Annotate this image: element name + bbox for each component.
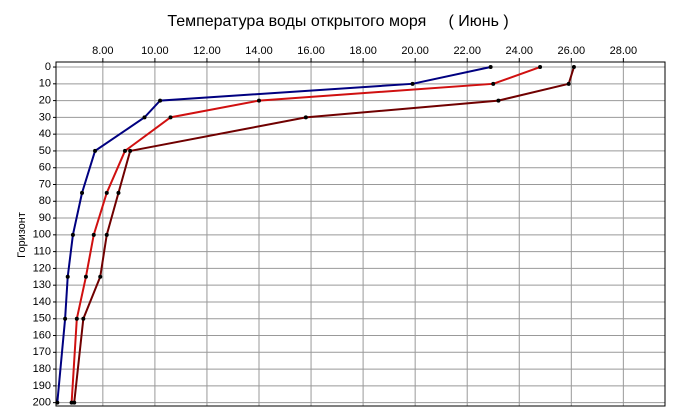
- y-tick-label: 160: [33, 329, 51, 341]
- y-tick-label: 0: [45, 61, 51, 73]
- y-tick-label: 170: [33, 346, 51, 358]
- x-tick-label: 16.00: [297, 45, 325, 57]
- x-tick-label: 14.00: [245, 45, 273, 57]
- y-tick-label: 140: [33, 296, 51, 308]
- y-tick-label: 80: [39, 195, 51, 207]
- x-tick-label: 22.00: [453, 45, 481, 57]
- y-tick-label: 40: [39, 128, 51, 140]
- point: [91, 232, 96, 237]
- point: [538, 65, 543, 70]
- point: [104, 232, 109, 237]
- x-tick-label: 8.00: [92, 45, 113, 57]
- point: [168, 115, 173, 120]
- point: [80, 190, 85, 195]
- y-tick-label: 100: [33, 229, 51, 241]
- point: [65, 274, 70, 279]
- point: [566, 81, 571, 86]
- point: [63, 316, 68, 321]
- point: [571, 65, 576, 70]
- y-tick-label: 130: [33, 279, 51, 291]
- x-tick-label: 20.00: [401, 45, 429, 57]
- series-line: [73, 66, 575, 403]
- point: [158, 98, 163, 103]
- chart-title: Температура воды открытого моря ( Июнь ): [167, 13, 508, 30]
- point: [303, 115, 308, 120]
- point: [491, 81, 496, 86]
- x-tick-label: 10.00: [141, 45, 169, 57]
- y-tick-label: 90: [39, 212, 51, 224]
- y-tick-label: 10: [39, 78, 51, 90]
- y-axis-label: Горизонт: [16, 212, 28, 258]
- point: [74, 316, 79, 321]
- point: [81, 316, 86, 321]
- y-tick-label: 180: [33, 363, 51, 375]
- y-tick-label: 20: [39, 95, 51, 107]
- y-tick-label: 150: [33, 313, 51, 325]
- point: [128, 148, 133, 153]
- point: [410, 81, 415, 86]
- series-line: [56, 66, 491, 403]
- x-tick-label: 18.00: [349, 45, 377, 57]
- point: [98, 274, 103, 279]
- y-tick-label: 60: [39, 162, 51, 174]
- point: [93, 148, 98, 153]
- x-tick-label: 12.00: [193, 45, 221, 57]
- point: [257, 98, 261, 103]
- point: [72, 400, 77, 405]
- point: [55, 400, 60, 405]
- plot-area: [55, 61, 666, 407]
- x-tick-label: 26.00: [558, 45, 586, 57]
- point: [104, 190, 109, 195]
- point: [70, 232, 75, 237]
- x-tick-label: 28.00: [610, 45, 638, 57]
- point: [142, 115, 147, 120]
- y-tick-label: 30: [39, 111, 51, 123]
- point: [488, 65, 493, 70]
- y-tick-label: 120: [33, 262, 51, 274]
- series-line: [70, 66, 541, 403]
- point: [83, 274, 88, 279]
- y-tick-label: 200: [33, 397, 51, 409]
- point: [122, 148, 127, 153]
- point: [496, 98, 501, 103]
- x-tick-label: 24.00: [505, 45, 533, 57]
- y-tick-label: 190: [33, 380, 51, 392]
- y-tick-label: 70: [39, 178, 51, 190]
- y-tick-label: 50: [39, 145, 51, 157]
- y-tick-label: 110: [33, 246, 51, 258]
- point: [116, 190, 121, 195]
- plot-frame: [55, 61, 666, 407]
